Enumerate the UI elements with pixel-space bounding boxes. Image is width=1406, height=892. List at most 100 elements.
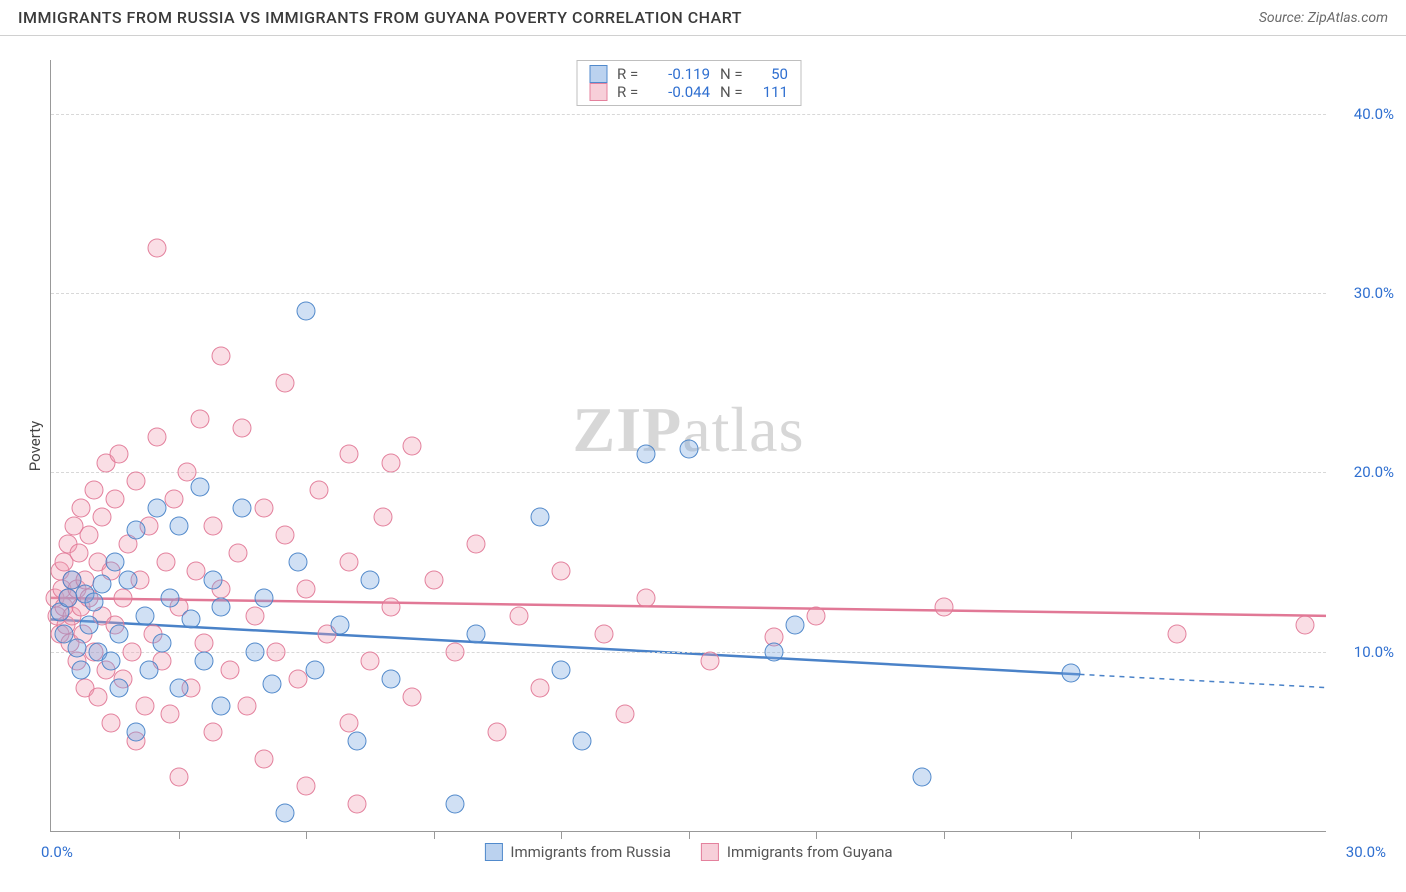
- scatter-point-series-a: [552, 660, 571, 679]
- legend-item-series-a: Immigrants from Russia: [484, 843, 670, 861]
- legend-item-series-b: Immigrants from Guyana: [701, 843, 893, 861]
- x-tick: [689, 831, 690, 839]
- scatter-point-series-a: [135, 606, 154, 625]
- scatter-point-series-a: [275, 804, 294, 823]
- swatch-series-a: [484, 843, 502, 861]
- scatter-point-series-b: [220, 660, 239, 679]
- scatter-point-series-b: [127, 472, 146, 491]
- scatter-point-series-b: [403, 436, 422, 455]
- scatter-point-series-b: [297, 777, 316, 796]
- scatter-point-series-a: [212, 696, 231, 715]
- scatter-point-series-b: [360, 651, 379, 670]
- scatter-point-series-b: [309, 481, 328, 500]
- scatter-point-series-a: [233, 499, 252, 518]
- scatter-point-series-a: [161, 588, 180, 607]
- scatter-point-series-b: [161, 705, 180, 724]
- scatter-point-series-b: [424, 570, 443, 589]
- scatter-point-series-a: [467, 624, 486, 643]
- scatter-point-series-a: [84, 592, 103, 611]
- scatter-point-series-b: [229, 544, 248, 563]
- scatter-point-series-a: [764, 642, 783, 661]
- scatter-point-series-b: [339, 714, 358, 733]
- scatter-point-series-a: [1062, 664, 1081, 683]
- scatter-point-series-a: [195, 651, 214, 670]
- scatter-point-series-a: [67, 639, 86, 658]
- x-axis-max-label: 30.0%: [1346, 843, 1386, 861]
- scatter-point-series-a: [246, 642, 265, 661]
- scatter-point-series-b: [246, 606, 265, 625]
- scatter-point-series-b: [169, 768, 188, 787]
- scatter-point-series-b: [93, 508, 112, 527]
- x-tick: [944, 831, 945, 839]
- x-tick: [1071, 831, 1072, 839]
- scatter-point-series-b: [488, 723, 507, 742]
- scatter-point-series-b: [297, 579, 316, 598]
- scatter-point-series-b: [254, 499, 273, 518]
- scatter-point-series-b: [530, 678, 549, 697]
- series-legend: Immigrants from Russia Immigrants from G…: [484, 843, 892, 861]
- chart-source: Source: ZipAtlas.com: [1259, 10, 1388, 26]
- scatter-point-series-a: [71, 660, 90, 679]
- x-tick: [434, 831, 435, 839]
- scatter-point-series-b: [203, 723, 222, 742]
- scatter-point-series-a: [530, 508, 549, 527]
- y-tick-label: 20.0%: [1354, 463, 1394, 481]
- scatter-point-series-b: [934, 597, 953, 616]
- chart-title: IMMIGRANTS FROM RUSSIA VS IMMIGRANTS FRO…: [18, 8, 742, 27]
- scatter-point-series-b: [203, 517, 222, 536]
- scatter-point-series-b: [339, 553, 358, 572]
- scatter-point-series-a: [127, 723, 146, 742]
- scatter-point-series-b: [105, 490, 124, 509]
- scatter-point-series-b: [233, 418, 252, 437]
- scatter-point-series-b: [80, 526, 99, 545]
- legend-row-series-b: R = -0.044 N = 111: [589, 83, 788, 101]
- scatter-point-series-b: [637, 588, 656, 607]
- scatter-point-series-a: [105, 553, 124, 572]
- x-tick: [816, 831, 817, 839]
- scatter-point-series-b: [348, 795, 367, 814]
- scatter-point-series-a: [110, 624, 129, 643]
- scatter-point-series-a: [254, 588, 273, 607]
- gridline: [51, 114, 1326, 115]
- scatter-point-series-a: [212, 597, 231, 616]
- scatter-point-series-a: [169, 517, 188, 536]
- gridline: [51, 293, 1326, 294]
- scatter-point-series-b: [1295, 615, 1314, 634]
- scatter-point-series-a: [288, 553, 307, 572]
- scatter-point-series-b: [165, 490, 184, 509]
- scatter-point-series-b: [195, 633, 214, 652]
- scatter-point-series-b: [101, 714, 120, 733]
- scatter-point-series-a: [382, 669, 401, 688]
- scatter-point-series-a: [263, 674, 282, 693]
- scatter-point-series-a: [445, 795, 464, 814]
- scatter-point-series-a: [360, 570, 379, 589]
- scatter-point-series-b: [88, 687, 107, 706]
- scatter-point-series-a: [679, 440, 698, 459]
- swatch-series-b: [589, 83, 607, 101]
- scatter-point-series-b: [212, 346, 231, 365]
- scatter-point-series-b: [114, 588, 133, 607]
- scatter-point-series-a: [80, 615, 99, 634]
- scatter-point-series-a: [297, 302, 316, 321]
- scatter-point-series-b: [403, 687, 422, 706]
- y-tick-label: 10.0%: [1354, 643, 1394, 661]
- gridline: [51, 652, 1326, 653]
- scatter-point-series-a: [139, 660, 158, 679]
- scatter-point-series-a: [305, 660, 324, 679]
- scatter-point-series-a: [203, 570, 222, 589]
- correlation-legend-box: R = -0.119 N = 50 R = -0.044 N = 111: [576, 60, 801, 106]
- scatter-point-series-b: [254, 750, 273, 769]
- scatter-point-series-a: [785, 615, 804, 634]
- scatter-point-series-b: [552, 562, 571, 581]
- scatter-point-series-b: [382, 454, 401, 473]
- scatter-point-series-b: [190, 409, 209, 428]
- chart-header: IMMIGRANTS FROM RUSSIA VS IMMIGRANTS FRO…: [0, 0, 1406, 36]
- scatter-point-series-b: [122, 642, 141, 661]
- scatter-point-series-b: [135, 696, 154, 715]
- scatter-point-series-a: [101, 651, 120, 670]
- scatter-point-series-b: [373, 508, 392, 527]
- scatter-point-series-b: [148, 427, 167, 446]
- y-axis-label: Poverty: [26, 421, 44, 471]
- scatter-point-series-a: [110, 678, 129, 697]
- scatter-point-series-b: [594, 624, 613, 643]
